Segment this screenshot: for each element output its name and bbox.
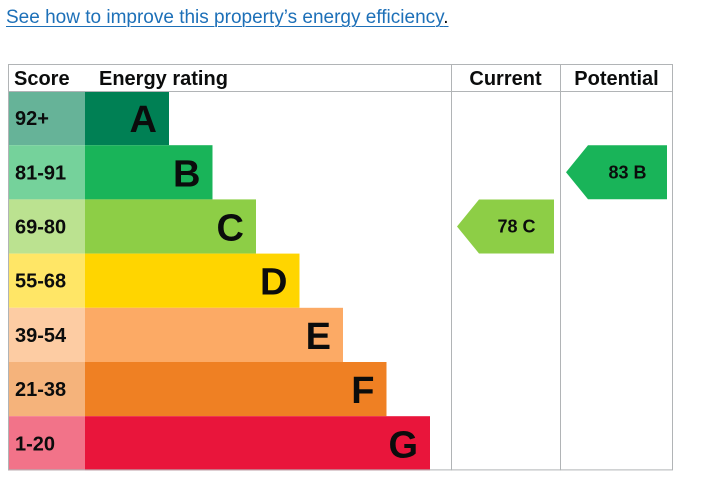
band-bar-a — [85, 91, 169, 146]
header-score: Score — [14, 68, 70, 90]
score-cell-f — [8, 362, 85, 417]
header-potential: Potential — [574, 68, 658, 90]
score-cell-b — [8, 145, 85, 200]
band-bar-f — [85, 362, 387, 417]
score-label-g: 1-20 — [15, 433, 55, 455]
score-cell-e — [8, 307, 85, 362]
band-letter-d: D — [260, 262, 287, 304]
band-letter-b: B — [173, 153, 200, 195]
band-letter-e: E — [306, 316, 331, 358]
score-cell-d — [8, 253, 85, 308]
current-rating-label: 78 C — [497, 217, 535, 237]
band-letter-c: C — [217, 208, 244, 250]
score-label-f: 21-38 — [15, 379, 66, 401]
band-letter-a: A — [130, 99, 157, 141]
band-bar-g — [85, 416, 430, 471]
score-label-b: 81-91 — [15, 162, 66, 184]
band-bar-e — [85, 307, 343, 362]
band-bar-b — [85, 145, 213, 200]
improve-energy-efficiency-link[interactable]: See how to improve this property’s energ… — [6, 7, 449, 29]
score-cell-c — [8, 199, 85, 254]
band-letter-f: F — [351, 370, 374, 412]
score-cell-a — [8, 91, 85, 146]
band-bar-c — [85, 199, 256, 254]
link-period: . — [443, 7, 449, 28]
band-letter-g: G — [388, 424, 418, 466]
score-label-c: 69-80 — [15, 217, 66, 239]
score-label-a: 92+ — [15, 108, 49, 130]
potential-arrow — [566, 145, 667, 200]
score-cell-g — [8, 416, 85, 471]
chart-border — [8, 64, 673, 471]
header-energy-rating: Energy rating — [99, 68, 228, 90]
current-arrow — [457, 199, 554, 254]
band-bar-d — [85, 253, 300, 308]
score-label-e: 39-54 — [15, 325, 67, 347]
header-current: Current — [469, 68, 542, 90]
potential-rating-label: 83 B — [608, 162, 646, 182]
improve-link-text[interactable]: See how to improve this property’s energ… — [6, 7, 444, 28]
score-label-d: 55-68 — [15, 271, 66, 293]
